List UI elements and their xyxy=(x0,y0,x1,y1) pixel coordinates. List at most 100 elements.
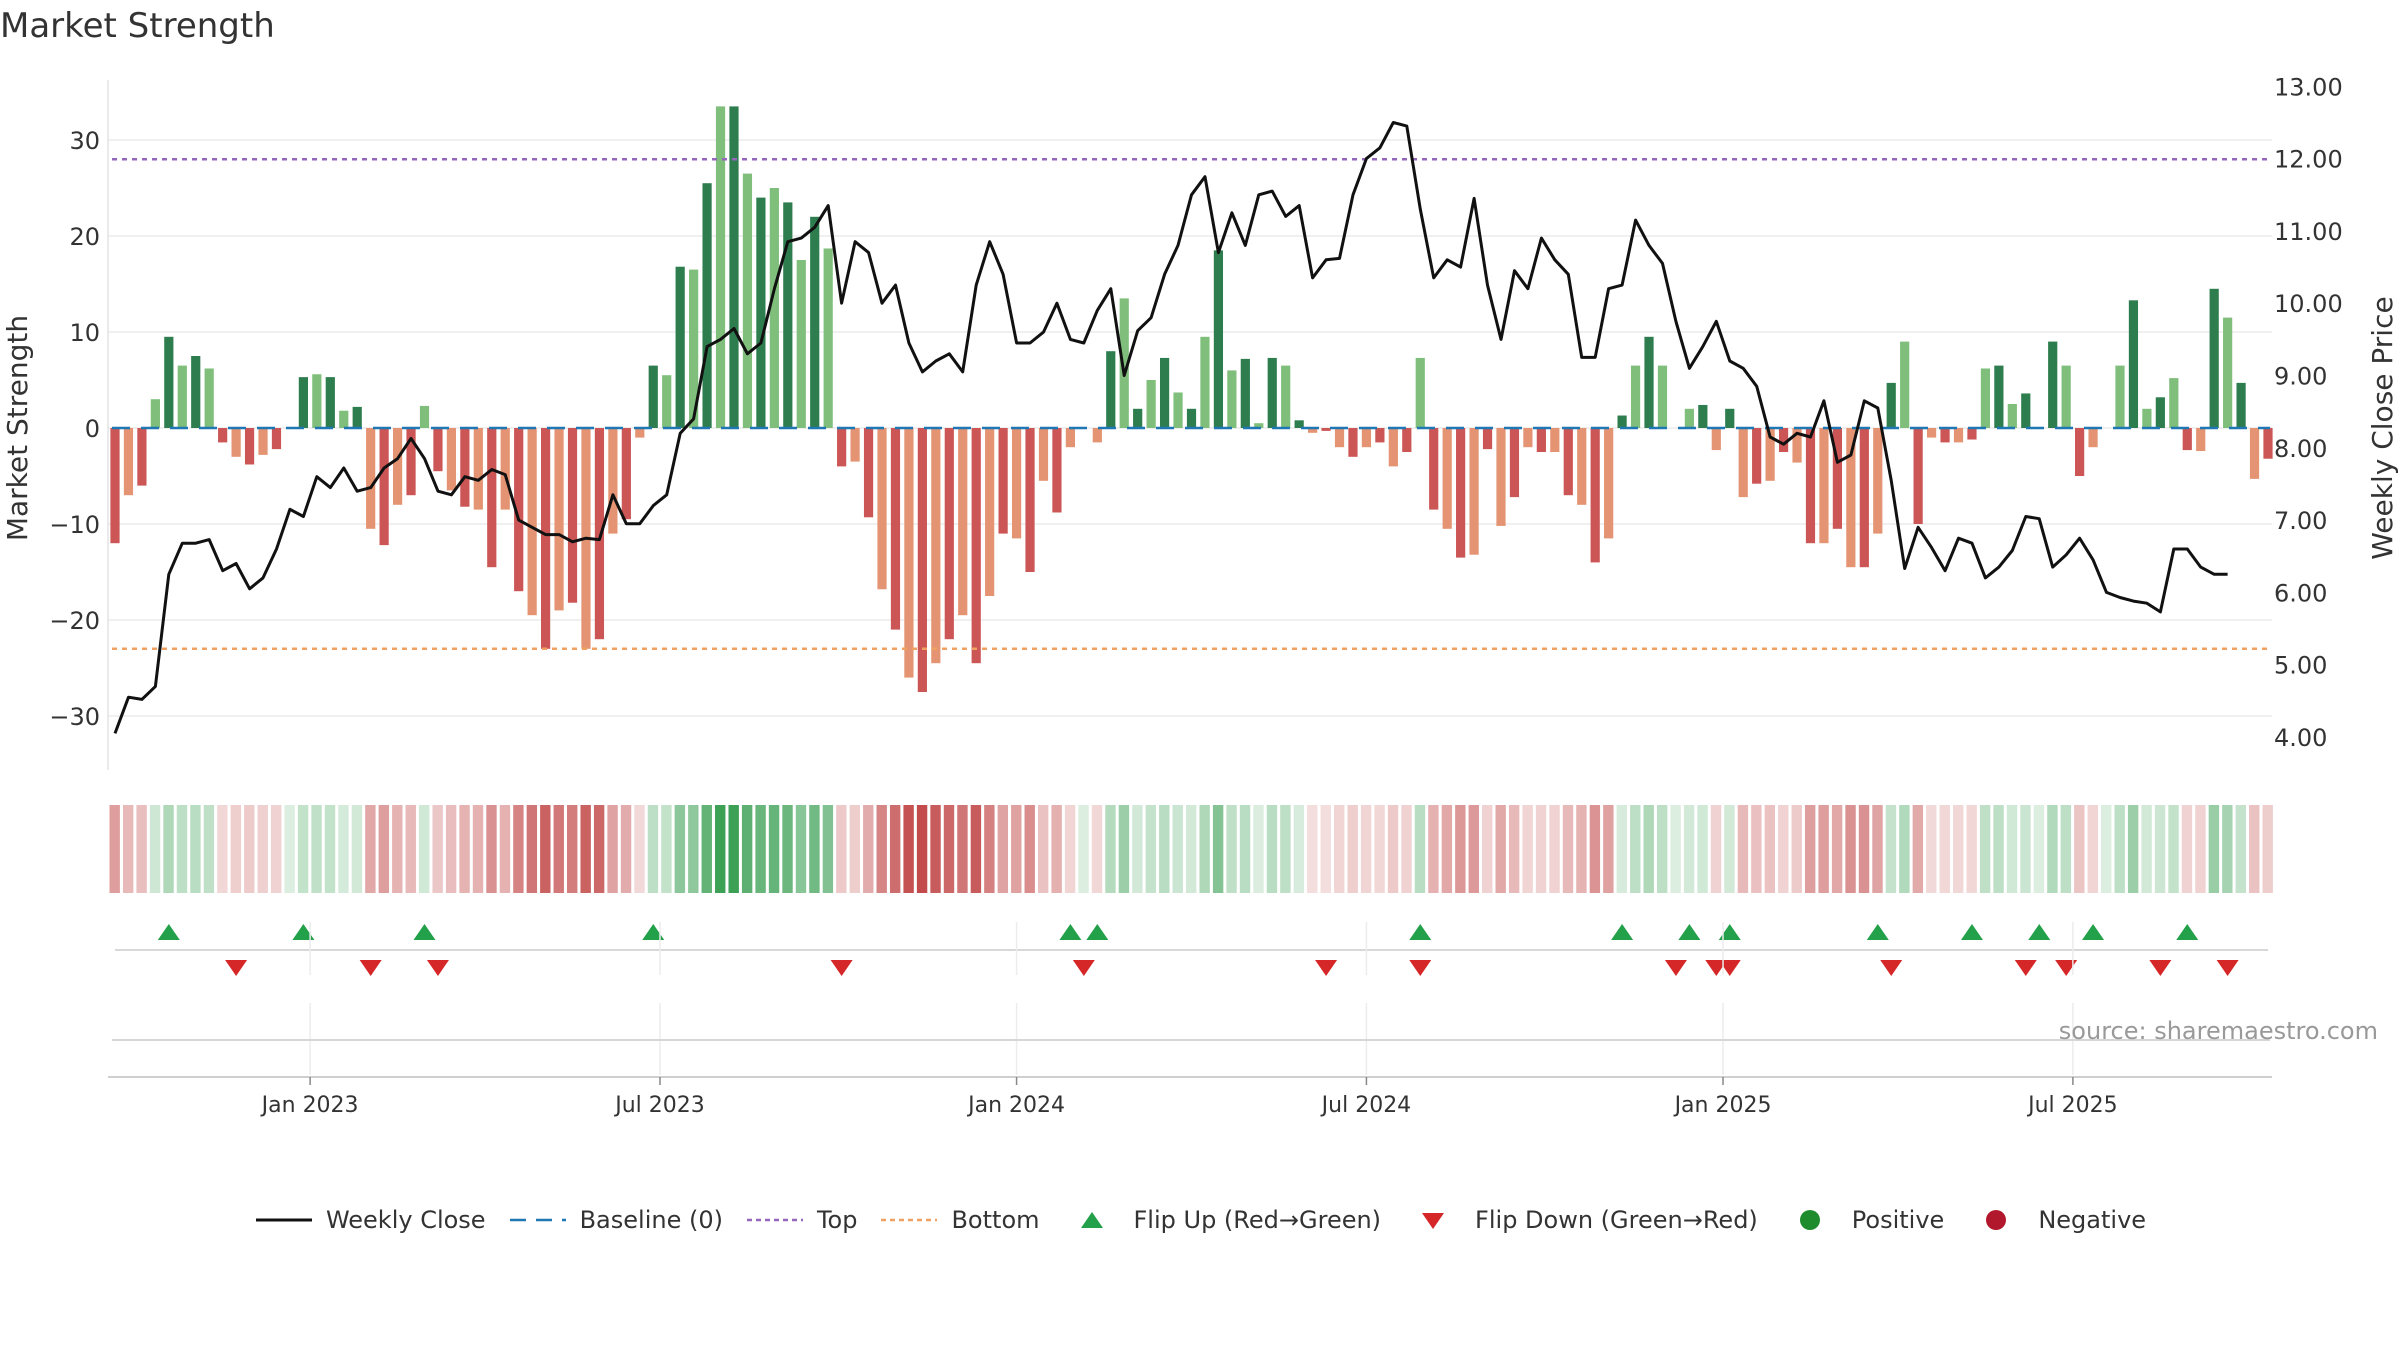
strength-bar xyxy=(406,428,416,496)
strength-bar xyxy=(2169,378,2179,428)
strength-bar xyxy=(164,336,174,428)
strength-bar xyxy=(1281,365,1291,428)
heat-cell xyxy=(876,805,887,893)
flip-down-marker xyxy=(2149,960,2172,976)
strength-bar xyxy=(648,365,658,428)
strength-bar xyxy=(2223,317,2233,428)
strength-bar xyxy=(1469,428,1479,555)
legend-item-weekly-close: Weekly Close xyxy=(254,1206,486,1234)
flip-up-marker xyxy=(1960,924,1983,940)
strength-bar xyxy=(1402,428,1412,452)
axes-layer: −30 −20 −10 0 10 20 30 4.00 5.00 6.00 7.00 8.00 9.00… xyxy=(49,73,2343,770)
strength-bar xyxy=(1294,420,1304,428)
heat-cell xyxy=(2047,805,2058,893)
heat-cell xyxy=(1845,805,1856,893)
heat-cell xyxy=(755,805,766,893)
strength-bar xyxy=(1240,358,1250,428)
heat-cell xyxy=(674,805,686,893)
heat-cell xyxy=(217,805,228,893)
heat-cell xyxy=(849,805,860,893)
strength-bar xyxy=(1617,415,1627,428)
heat-cell xyxy=(418,805,430,893)
strength-bar xyxy=(218,428,228,443)
flip-up-marker xyxy=(1611,924,1634,940)
strength-bar xyxy=(1415,357,1425,428)
strength-bar xyxy=(783,202,793,428)
y2-tick-label: 7.00 xyxy=(2274,507,2327,535)
strength-bar xyxy=(1065,428,1075,448)
strength-bar xyxy=(1334,428,1345,448)
heat-cell xyxy=(1482,805,1493,893)
heat-cell xyxy=(338,805,349,893)
heat-cell xyxy=(1064,805,1076,893)
x-tick-label: Jul 2025 xyxy=(2026,1093,2118,1118)
y-tick-label: 10 xyxy=(69,319,100,347)
heat-cell xyxy=(1387,805,1399,893)
bars-layer xyxy=(110,106,2273,692)
strength-bar xyxy=(339,410,349,428)
strength-bar xyxy=(877,428,887,590)
heat-cell xyxy=(365,805,376,893)
heat-cell xyxy=(392,805,403,893)
heat-cell xyxy=(2249,805,2260,893)
heat-cell xyxy=(1751,805,1762,893)
y2-tick-label: 6.00 xyxy=(2274,579,2327,607)
strength-bar xyxy=(1590,428,1600,563)
flip-down-marker xyxy=(359,960,382,976)
strength-bar xyxy=(1913,428,1923,524)
heat-cell xyxy=(1495,805,1506,893)
strength-bar xyxy=(2048,341,2058,428)
heat-cell xyxy=(1630,805,1641,893)
legend-item-positive: Positive xyxy=(1780,1206,1944,1234)
strength-bar xyxy=(1146,380,1156,428)
flip-down-marker xyxy=(1409,960,1432,976)
heat-cell xyxy=(1535,805,1547,893)
strength-bar xyxy=(1496,428,1506,526)
strength-bar xyxy=(863,428,874,518)
y2-tick-label: 10.00 xyxy=(2274,290,2343,318)
heat-cell xyxy=(445,805,457,893)
strength-bar xyxy=(177,365,187,428)
legend-item-flip-down: Flip Down (Green→Red) xyxy=(1403,1206,1758,1234)
strength-bar xyxy=(366,428,376,529)
heat-cell xyxy=(1360,805,1372,893)
heat-cell xyxy=(378,805,390,893)
legend-symbol xyxy=(509,1218,566,1222)
heat-cell xyxy=(1562,805,1574,893)
strength-bar xyxy=(2088,428,2098,448)
strength-bar xyxy=(2021,393,2031,428)
heat-cell xyxy=(1212,805,1224,893)
strength-bar xyxy=(1657,365,1668,428)
legend-label: Flip Up (Red→Green) xyxy=(1133,1206,1382,1234)
heat-cell xyxy=(244,805,255,893)
heat-cell xyxy=(136,805,147,893)
source-text: source: sharemaestro.com xyxy=(2059,1017,2378,1045)
heat-cell xyxy=(1172,805,1183,893)
heat-cell xyxy=(1858,805,1870,893)
strength-bar xyxy=(446,428,457,491)
heat-cell xyxy=(903,805,914,893)
heat-cell xyxy=(459,805,470,893)
strength-bar xyxy=(1752,428,1762,484)
heat-cell xyxy=(1993,805,2004,893)
strength-bar xyxy=(1348,428,1358,457)
strength-bar xyxy=(1011,428,1022,539)
heat-cell xyxy=(1280,805,1291,893)
heat-cell xyxy=(1293,805,1305,893)
legend-item-negative: Negative xyxy=(1966,1206,2146,1234)
strength-bar xyxy=(1200,336,1210,428)
legend-symbol xyxy=(1422,1213,1445,1229)
strength-bar xyxy=(1846,428,1856,568)
strength-bar xyxy=(917,428,927,692)
strength-bar xyxy=(514,428,524,592)
strength-bar xyxy=(742,173,753,428)
heat-cell xyxy=(1522,805,1533,893)
strength-bar xyxy=(325,377,335,428)
heat-cell xyxy=(553,805,564,893)
flip-up-marker xyxy=(1086,924,1109,940)
heat-cell xyxy=(1912,805,1924,893)
strength-bar xyxy=(1738,428,1748,498)
strength-bar xyxy=(1159,357,1170,428)
heat-cell xyxy=(580,805,591,893)
strength-bar xyxy=(1267,357,1277,428)
